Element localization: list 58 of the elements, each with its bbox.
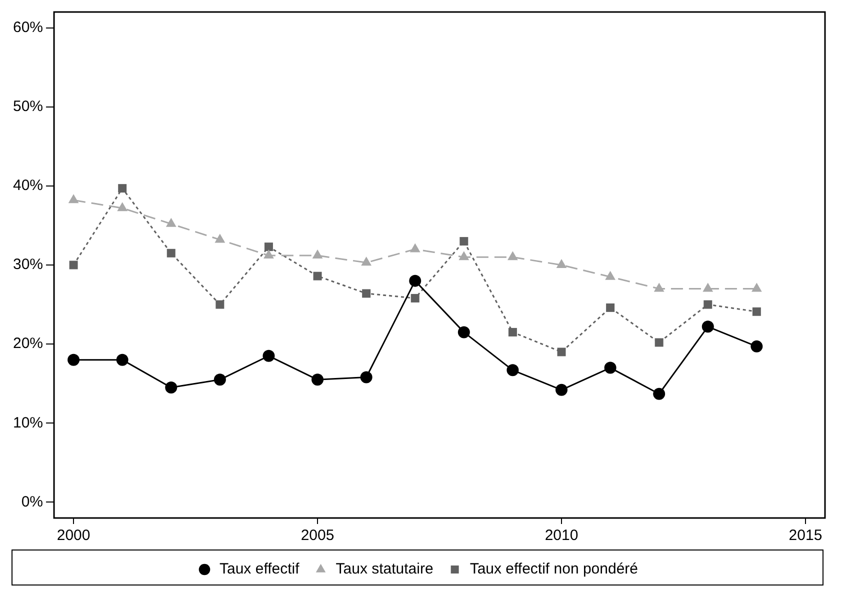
point xyxy=(458,251,470,260)
point xyxy=(702,282,714,292)
y-tick-label: 10% xyxy=(12,414,44,432)
point xyxy=(312,250,323,259)
point xyxy=(605,270,616,280)
y-tick-label: 30% xyxy=(12,256,44,274)
y-tick-label: 60% xyxy=(12,18,44,36)
point xyxy=(69,260,78,270)
point xyxy=(557,348,566,356)
point xyxy=(68,354,80,366)
point xyxy=(751,282,762,292)
point xyxy=(361,256,372,266)
legend-label: Taux effectif xyxy=(220,560,300,578)
point xyxy=(166,218,176,227)
point xyxy=(68,194,79,204)
point xyxy=(458,326,470,338)
point xyxy=(313,272,322,280)
point xyxy=(216,300,224,309)
point xyxy=(409,274,422,287)
point xyxy=(116,354,128,366)
point xyxy=(556,384,568,396)
point xyxy=(750,340,763,352)
point xyxy=(117,202,128,212)
legend-label: Taux statutaire xyxy=(336,560,434,578)
point xyxy=(410,243,420,252)
point xyxy=(556,259,567,268)
point xyxy=(165,382,178,394)
point xyxy=(604,362,616,374)
point xyxy=(654,338,664,347)
x-tick-label: 2010 xyxy=(544,527,578,544)
point xyxy=(508,328,517,336)
point xyxy=(654,282,664,292)
y-tick-label: 20% xyxy=(12,335,44,352)
y-tick-label: 50% xyxy=(12,98,44,116)
point xyxy=(214,234,226,243)
legend-label: Taux effectif non pondéré xyxy=(470,560,638,578)
y-tick-label: 0% xyxy=(21,493,44,510)
y-tick-label: 40% xyxy=(12,177,44,194)
point xyxy=(752,307,761,316)
point xyxy=(214,374,226,386)
x-tick-label: 2000 xyxy=(56,527,90,544)
point xyxy=(264,250,274,259)
point xyxy=(460,237,468,246)
x-tick-label: 2005 xyxy=(300,527,334,544)
point xyxy=(360,371,372,384)
point xyxy=(166,248,176,258)
point xyxy=(508,251,518,260)
point xyxy=(704,300,712,309)
point xyxy=(506,364,519,376)
point xyxy=(312,374,324,386)
point xyxy=(606,303,615,312)
point xyxy=(702,320,714,333)
point xyxy=(410,294,420,302)
point xyxy=(262,350,275,362)
x-tick-label: 2015 xyxy=(788,527,822,544)
point xyxy=(653,388,666,400)
point xyxy=(264,242,273,252)
point xyxy=(362,289,371,298)
